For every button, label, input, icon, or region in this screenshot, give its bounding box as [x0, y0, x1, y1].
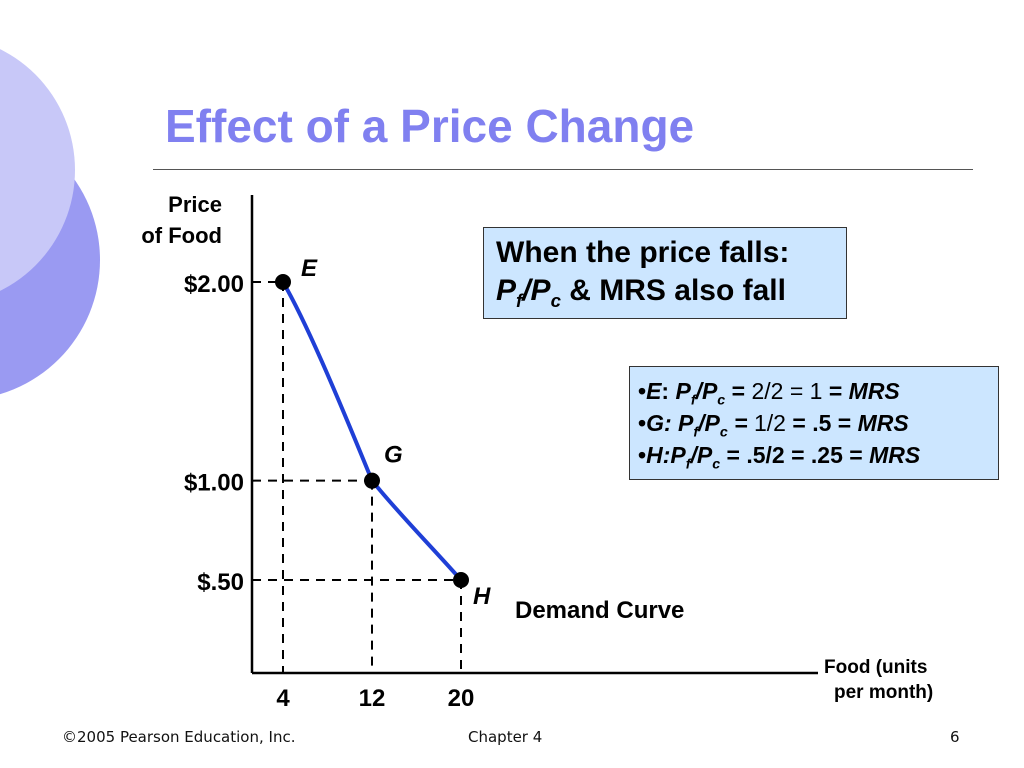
mrs-callout: •E: Pf/Pc = 2/2 = 1 = MRS •G: Pf/Pc = 1/… — [629, 366, 999, 480]
y-tick-label-2: $.50 — [197, 569, 244, 596]
slide-title: Effect of a Price Change — [165, 100, 695, 152]
y-tick-label-0: $2.00 — [184, 271, 244, 298]
x-tick-label-0: 4 — [276, 685, 290, 712]
point-label-h: H — [473, 583, 491, 610]
demand-curve — [281, 280, 463, 582]
mrs-line-g: •G: Pf/Pc = 1/2 = .5 = MRS — [638, 410, 909, 441]
x-tick-label-1: 12 — [359, 685, 386, 712]
x-axis-label-line-1: per month) — [834, 682, 933, 703]
callout-line-1: When the price falls: — [496, 236, 790, 269]
mrs-line-h: •H:Pf/Pc = .5/2 = .25 = MRS — [638, 442, 921, 473]
price-fall-callout: When the price falls: Pf/Pc & MRS also f… — [483, 227, 847, 319]
point-label-e: E — [301, 255, 318, 282]
y-tick-label-1: $1.00 — [184, 470, 244, 497]
x-axis-label-line-0: Food (units — [824, 657, 927, 678]
callout-line-2: Pf/Pc & MRS also fall — [496, 274, 786, 311]
point-label-g: G — [384, 442, 403, 469]
y-axis-label-line-1: of Food — [141, 223, 222, 248]
point-e — [275, 274, 291, 290]
decorative-circles — [0, 49, 100, 395]
point-g — [364, 472, 380, 489]
callout-line-2-text: & MRS also fall — [560, 274, 786, 307]
demand-chart: E G H $2.00 $1.00 $.50 4 12 20 Price of Food Food (… — [141, 192, 933, 712]
y-axis-label-line-0: Price — [168, 192, 222, 217]
decor-circle-light — [0, 49, 75, 291]
slide-footer: ©2005 Pearson Education, Inc. Chapter 4 … — [0, 724, 1024, 752]
footer-page-number: 6 — [950, 728, 960, 746]
footer-chapter: Chapter 4 — [468, 728, 543, 746]
demand-curve-label: Demand Curve — [515, 597, 684, 624]
footer-copyright: ©2005 Pearson Education, Inc. — [62, 728, 296, 746]
title-divider — [153, 169, 973, 170]
mrs-line-e: •E: Pf/Pc = 2/2 = 1 = MRS — [638, 378, 900, 409]
x-tick-label-2: 20 — [448, 685, 475, 712]
point-h — [453, 572, 469, 588]
